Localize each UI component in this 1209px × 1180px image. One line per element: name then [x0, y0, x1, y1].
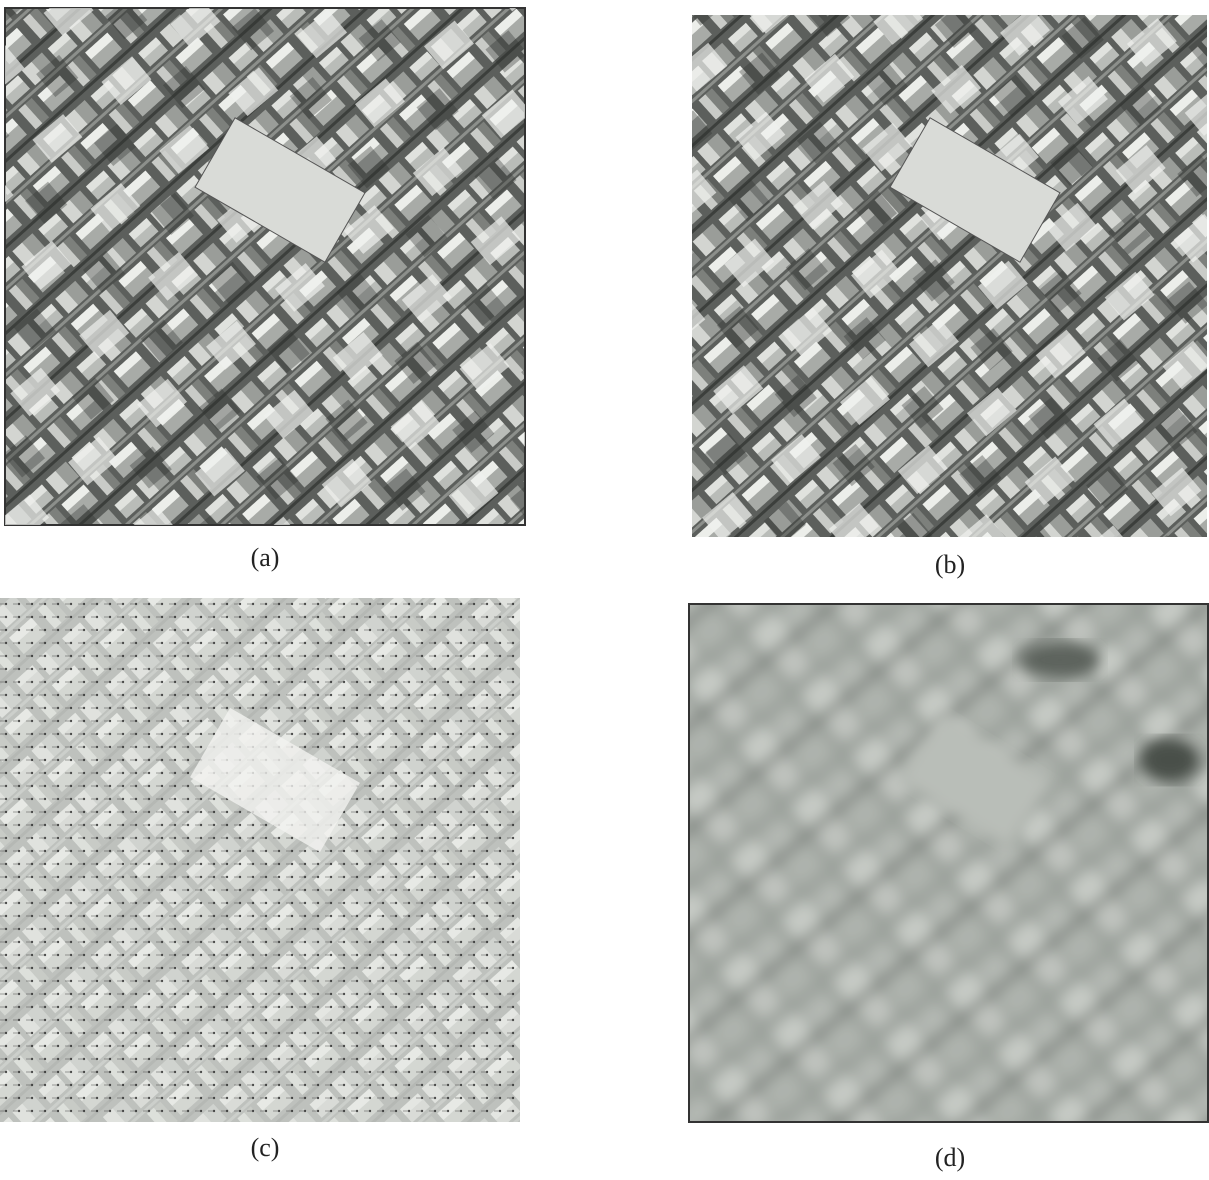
- figure: (a) (b) (c) (d): [0, 0, 1209, 1175]
- panel-label: (d): [935, 1143, 965, 1172]
- page: (a) (b) (c) (d) (() => { const data = JS…: [0, 0, 1209, 1175]
- panel-c-image: [0, 598, 520, 1122]
- panel-d-image: [670, 585, 1209, 1145]
- panel-label: (a): [251, 543, 280, 572]
- panel-label: (b): [935, 550, 965, 579]
- panel-label: (c): [251, 1133, 280, 1162]
- panel-b-image: [692, 15, 1207, 537]
- panel-a-image: [5, 8, 525, 525]
